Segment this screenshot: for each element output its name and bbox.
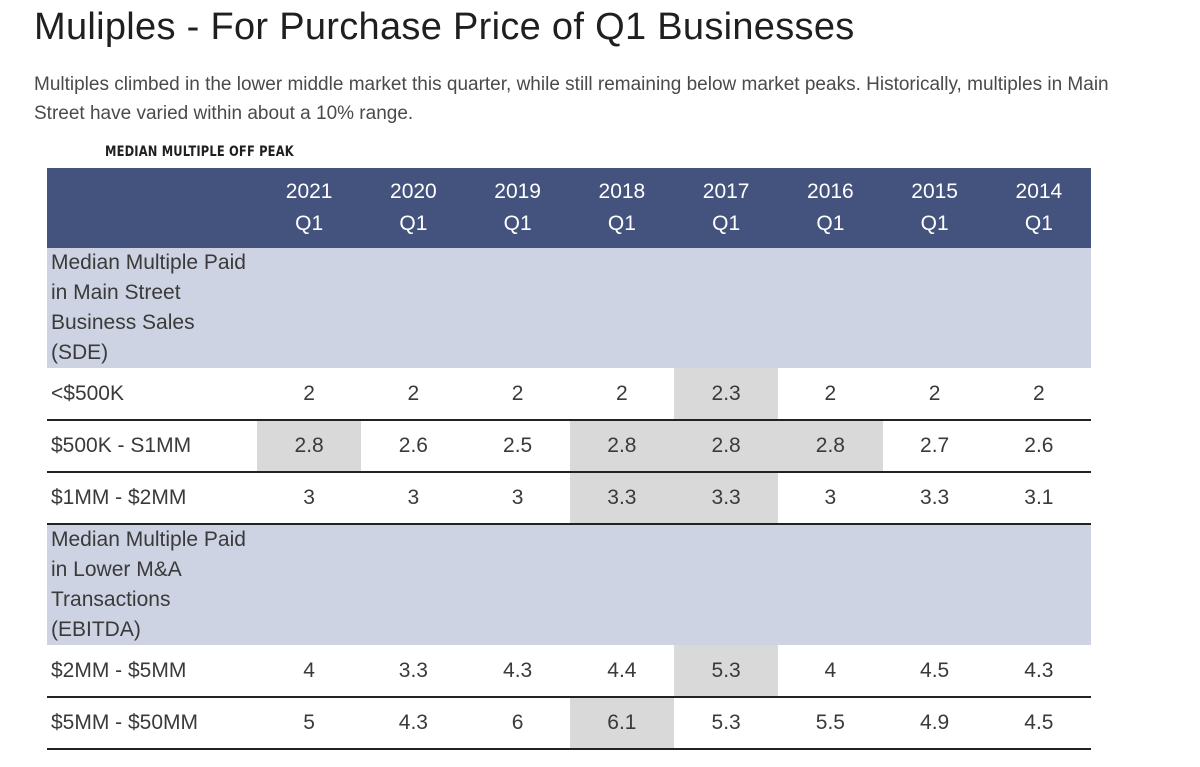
value-cell: 5.5 [778, 697, 883, 750]
value-cell: 3.3 [361, 645, 466, 698]
column-header-2021: 2021 Q1 [257, 168, 362, 248]
value-cell: 3.3 [882, 472, 987, 525]
value-cell: 3.3 [674, 472, 779, 525]
section-row: Median Multiple Paid in Main Street Busi… [47, 248, 1091, 368]
value-cell: 2.8 [569, 420, 674, 473]
multiples-table: 2021 Q1 2020 Q1 2019 Q1 2018 Q1 2017 Q1 2016 Q1 2015… [47, 168, 1091, 750]
section-filler [257, 524, 1091, 645]
value-cell: 2 [361, 368, 466, 421]
value-cell: 3 [778, 472, 883, 525]
value-cell: 5.3 [674, 697, 779, 750]
section-label: Median Multiple Paid in Main Street Busi… [47, 248, 257, 368]
value-cell: 4.3 [361, 697, 466, 750]
value-cell: 3 [465, 472, 570, 525]
value-cell: 6.1 [569, 697, 674, 750]
value-cell: 2.6 [986, 420, 1091, 473]
value-cell: 3.3 [569, 472, 674, 525]
row-label: <$500K [47, 368, 257, 421]
value-cell: 2 [986, 368, 1091, 421]
value-cell: 3 [361, 472, 466, 525]
section-row: Median Multiple Paid in Lower M&A Transa… [47, 524, 1091, 645]
header-corner-cell [47, 168, 257, 248]
value-cell: 2.7 [882, 420, 987, 473]
value-cell: 4.3 [986, 645, 1091, 698]
column-header-2017: 2017 Q1 [674, 168, 779, 248]
column-year-label: 2016 [807, 180, 854, 203]
value-cell: 5 [257, 697, 362, 750]
value-cell: 2.3 [674, 368, 779, 421]
column-quarter-label: Q1 [920, 212, 949, 235]
value-cell: 3.1 [986, 472, 1091, 525]
page-subtitle: Multiples climbed in the lower middle ma… [34, 74, 1109, 124]
table-caption: MEDIAN MULTIPLE OFF PEAK [105, 144, 294, 160]
table-body: Median Multiple Paid in Main Street Busi… [47, 248, 1091, 750]
table-row: $2MM - $5MM 4 3.3 4.3 4.4 5.3 4 4.5 4.3 [47, 645, 1091, 698]
value-cell: 5.3 [674, 645, 779, 698]
column-quarter-label: Q1 [607, 212, 636, 235]
column-quarter-label: Q1 [503, 212, 532, 235]
value-cell: 4.5 [986, 697, 1091, 750]
value-cell: 2 [569, 368, 674, 421]
row-label: $500K - S1MM [47, 420, 257, 473]
column-year-label: 2015 [911, 180, 958, 203]
value-cell: 2.6 [361, 420, 466, 473]
value-cell: 4.3 [465, 645, 570, 698]
column-quarter-label: Q1 [295, 212, 324, 235]
column-year-label: 2020 [390, 180, 437, 203]
column-year-label: 2018 [598, 180, 646, 203]
section-label: Median Multiple Paid in Lower M&A Transa… [47, 524, 257, 645]
value-cell: 3 [257, 472, 362, 525]
table-row: $1MM - $2MM 3 3 3 3.3 3.3 3 3.3 3.1 [47, 472, 1091, 525]
table-row: <$500K 2 2 2 2 2.3 2 2 2 [47, 368, 1091, 421]
value-cell: 4.5 [882, 645, 987, 698]
table-row: $500K - S1MM 2.8 2.6 2.5 2.8 2.8 2.8 2.7 2.6 [47, 420, 1091, 473]
column-header-2018: 2018 Q1 [569, 168, 674, 248]
value-cell: 4.4 [569, 645, 674, 698]
column-year-label: 2014 [1015, 180, 1063, 203]
column-quarter-label: Q1 [399, 212, 428, 235]
value-cell: 6 [465, 697, 570, 750]
column-header-2016: 2016 Q1 [778, 168, 883, 248]
value-cell: 4 [778, 645, 883, 698]
value-cell: 2.5 [465, 420, 570, 473]
value-cell: 2 [882, 368, 987, 421]
value-cell: 2.8 [257, 420, 362, 473]
value-cell: 4.9 [882, 697, 987, 750]
column-quarter-label: Q1 [1024, 212, 1053, 235]
section-filler [257, 248, 1091, 368]
value-cell: 2.8 [674, 420, 779, 473]
row-label: $5MM - $50MM [47, 697, 257, 750]
row-label: $1MM - $2MM [47, 472, 257, 525]
column-year-label: 2017 [702, 180, 750, 203]
column-quarter-label: Q1 [712, 212, 741, 235]
value-cell: 2.8 [778, 420, 883, 473]
column-header-2019: 2019 Q1 [465, 168, 570, 248]
column-header-2014: 2014 Q1 [986, 168, 1091, 248]
row-label: $2MM - $5MM [47, 645, 257, 698]
column-header-2020: 2020 Q1 [361, 168, 466, 248]
column-quarter-label: Q1 [816, 212, 845, 235]
value-cell: 2 [465, 368, 570, 421]
column-year-label: 2021 [285, 180, 333, 203]
value-cell: 2 [257, 368, 362, 421]
value-cell: 4 [257, 645, 362, 698]
column-year-label: 2019 [494, 180, 541, 203]
page-title: Muliples - For Purchase Price of Q1 Busi… [34, 6, 855, 48]
column-header-2015: 2015 Q1 [882, 168, 987, 248]
table-header-row: 2021 Q1 2020 Q1 2019 Q1 2018 Q1 2017 Q1 2016 Q1 2015… [47, 168, 1091, 248]
table-row: $5MM - $50MM 5 4.3 6 6.1 5.3 5.5 4.9 4.5 [47, 697, 1091, 750]
value-cell: 2 [778, 368, 883, 421]
